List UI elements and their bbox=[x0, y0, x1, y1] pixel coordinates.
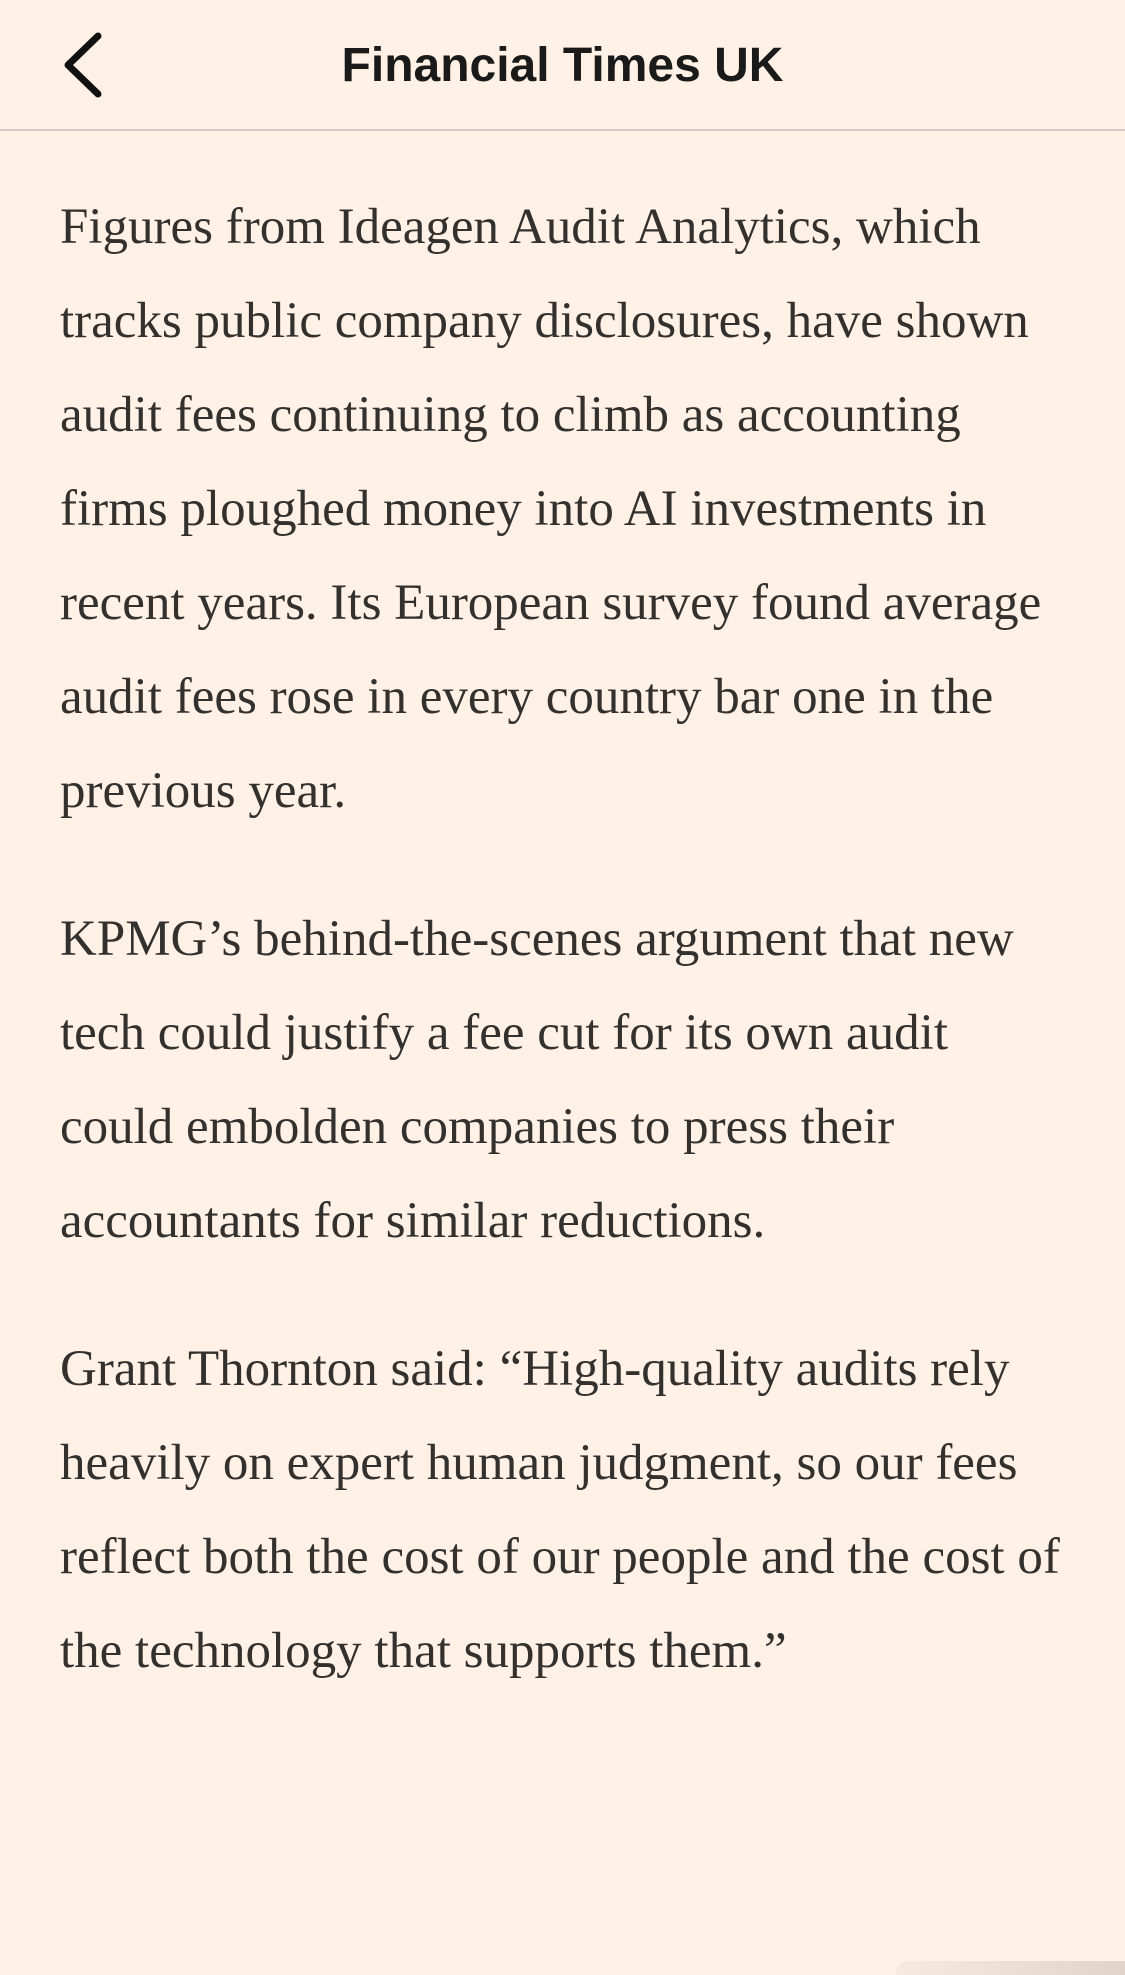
article-paragraph-3: Grant Thornton said: “High-quality audit… bbox=[60, 1341, 1060, 1679]
article-body: Figures from Ideagen Audit Analytics, wh… bbox=[60, 180, 1070, 1752]
page-title: Financial Times UK bbox=[341, 39, 784, 92]
article-paragraph-1: Figures from Ideagen Audit Analytics, wh… bbox=[60, 199, 1042, 819]
back-button[interactable] bbox=[60, 22, 130, 108]
top-navigation-bar: Financial Times UK bbox=[0, 0, 1125, 131]
chevron-left-icon bbox=[60, 32, 104, 98]
article-paragraph-2: KPMG’s behind-the-scenes argument that n… bbox=[60, 911, 1014, 1249]
bottom-overlay-edge bbox=[895, 1961, 1125, 1975]
